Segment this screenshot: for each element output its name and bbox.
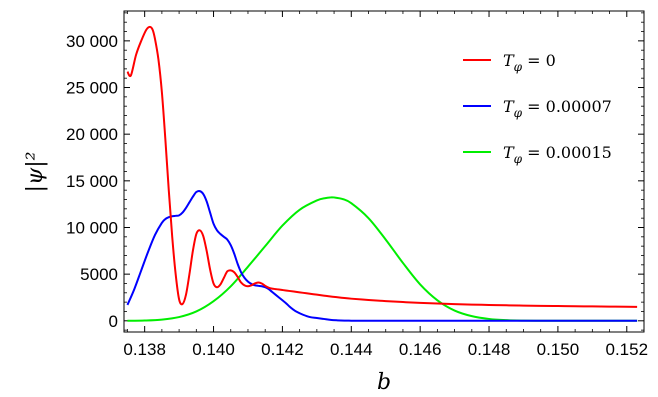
x-tick-label: 0.144 (330, 340, 373, 359)
legend-label-0: Tφ = 0 (503, 51, 556, 74)
y-axis-ticks: 0 5000 10 000 15 000 20 000 25 000 30 000 (66, 12, 644, 331)
series-lines (126, 25, 638, 322)
series-line-0 (126, 25, 638, 308)
x-axis-label: b (377, 370, 391, 395)
y-tick-label: 5000 (80, 265, 118, 284)
x-tick-label: 0.140 (192, 340, 235, 359)
y-tick-label: 25 000 (66, 79, 118, 98)
legend-label-1: Tφ = 0.00007 (503, 97, 612, 120)
series-line-1 (126, 189, 638, 322)
x-tick-label: 0.138 (123, 340, 166, 359)
x-tick-label: 0.152 (606, 340, 649, 359)
x-axis-ticks: 0.138 0.140 0.142 0.144 0.146 0.148 0.150 0.152 (123, 11, 648, 359)
x-tick-label: 0.146 (399, 340, 442, 359)
y-tick-label: 20 000 (66, 125, 118, 144)
series-line-2 (127, 196, 638, 322)
legend-label-2: Tφ = 0.00015 (503, 143, 612, 166)
legend: Tφ = 0 Tφ = 0.00007 Tφ = 0.00015 (463, 51, 612, 166)
y-tick-label: 30 000 (66, 32, 118, 51)
plot-frame (123, 10, 645, 333)
y-tick-label: 10 000 (66, 218, 118, 237)
y-axis-label: |ψ|² (23, 152, 48, 193)
x-tick-label: 0.150 (537, 340, 580, 359)
y-tick-label: 15 000 (66, 172, 118, 191)
x-tick-label: 0.142 (261, 340, 304, 359)
x-tick-label: 0.148 (468, 340, 511, 359)
y-tick-label: 0 (109, 312, 118, 331)
